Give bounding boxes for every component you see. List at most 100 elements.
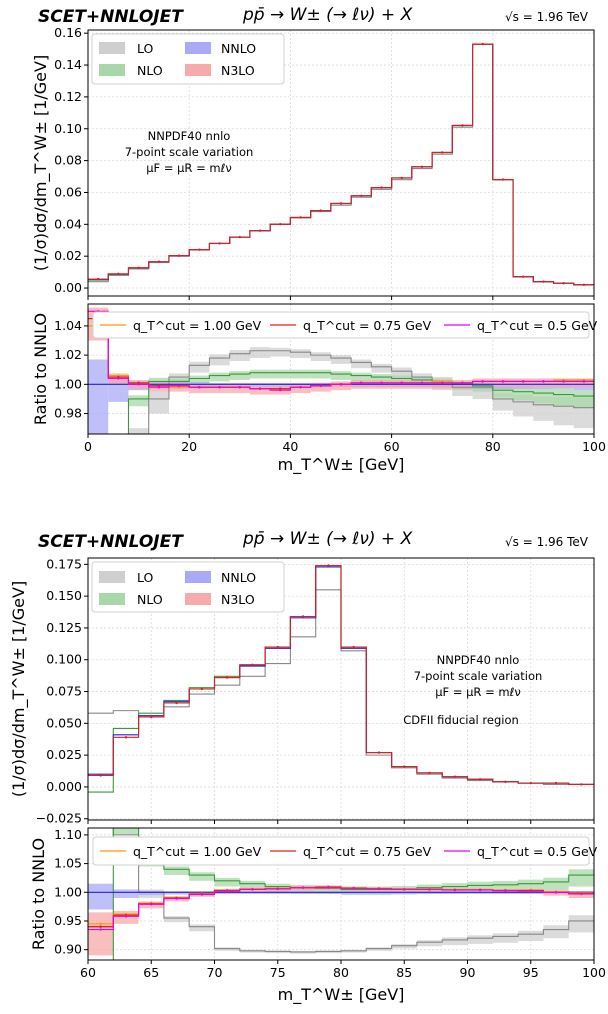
fig2-ratio-band-lo-13 [416,940,443,947]
fig1-ratio-band-lo-8 [249,347,271,359]
fig1-ratio-point-q-t-cut-0-5-gev-8 [258,387,262,390]
fig1-ratio-point-q-t-cut-0-5-gev-18 [461,381,464,385]
fig2-main-point-n3lo-18 [554,781,558,785]
fig1-ratio-band-n3lo-6 [209,384,230,394]
fig2-ratio-band-lo-3 [163,916,190,923]
figure-1-xlabel: m_T^W± [GeV] [278,455,405,475]
fig1-ratio-point-q-t-cut-0-5-gev-4 [177,384,181,387]
figure-2-annotation-mu: μF = μR = mℓν [435,685,521,699]
fig2-ratio-line-lo [88,827,594,953]
fig2-ratio-band-nlo-3 [163,866,190,876]
fig2-ratio-xtick-label-3: 75 [270,965,286,980]
fig2-ratio-band-nlo-18 [543,877,569,891]
fig1-ratio-band-nnlo-0 [88,359,109,434]
fig1-main-ytick-label-4: 0.08 [54,153,82,168]
fig1-ratio-point-q-t-cut-0-5-gev-2 [137,383,140,386]
fig2-ratio-band-lo-17 [518,930,544,942]
figure-2-main-ylabel: (1/σ)dσ/dm_T^W± [1/GeV] [9,581,29,797]
fig2-ratio-line-q-t-cut-0-5-gev [88,887,594,931]
fig2-ratio-band-lo-4 [189,924,215,932]
fig2-ratio-band-nlo-5 [214,877,240,887]
fig2-ratio-point-q-t-cut-0-5-gev-8 [301,886,305,889]
legend-swatch-n3lo [185,64,211,76]
fig1-ratio-point-q-t-cut-0-5-gev-7 [238,386,241,389]
fig1-ratio-point-q-t-cut-0-5-gev-3 [157,386,161,389]
figure-2-ratio-panel: 0.90 0.95 1.00 1.05 1.10 60 65 70 75 80 85 90 95 100 [54,827,606,980]
fig1-ratio-ytick-label-1: 1.00 [54,376,82,391]
fig1-ratio-band-nlo-13 [351,372,372,382]
fig2-ratio-band-lo-16 [492,933,519,943]
figure-2-main-panel: −0.025 0.000 0.025 0.050 0.075 0.100 0.125 0.15… [36,556,595,826]
fig1-ratio-point-q-t-cut-0-5-gev-22 [542,380,545,383]
fig2-main-point-n3lo-6 [251,663,254,667]
fig2-ratio-point-q-t-cut-0-5-gev-3 [175,897,178,900]
fig1-main-point-n3lo-13 [360,194,363,198]
fig1-ratio-point-q-t-cut-0-5-gev-19 [481,380,484,383]
fig1-main-point-n3lo-14 [380,186,383,189]
fig2-ratio-band-nnlo-3 [163,891,190,895]
fig1-ratio-point-q-t-cut-0-5-gev-11 [319,384,322,387]
fig1-ratio-band-nlo-2 [128,395,149,407]
fig1-ratio-point-q-t-cut-0-5-gev-14 [380,381,383,385]
fig2-ratio-xtick-label-1: 65 [143,965,159,980]
fig2-ratio-band-nlo-4 [189,872,215,881]
fig1-main-point-n3lo-0 [96,277,100,281]
fig1-main-point-n3lo-9 [279,222,282,226]
fig1-main-ytick-label-1: 0.02 [54,248,82,263]
fig2-main-ytick-label-7: 0.150 [46,588,82,603]
fig1-ratio-point-q-t-cut-0-5-gev-23 [562,380,565,383]
fig2-main-point-n3lo-19 [580,783,583,786]
figure-1: SCET+NNLOJET pp̄ → W± (→ ℓν) + X √s = 1.… [31,5,606,475]
fig2-main-point-n3lo-14 [453,775,457,778]
fig1-ratio-ytick-label-0: 0.98 [54,406,82,421]
figure-2-ratio-legend-box [92,836,590,866]
fig1-main-ytick-label-0: 0.00 [54,280,82,295]
fig1-ratio-band-lo-11 [310,352,331,361]
fig2-main-point-n3lo-15 [478,778,482,781]
fig2-ratio-xtick-label-5: 85 [396,965,412,980]
fig2-main-point-n3lo-11 [377,751,381,754]
fig1-main-point-n3lo-2 [137,266,140,270]
figure-2-ratio-ylabel: Ratio to NNLO [29,838,48,950]
fig2-ratio-point-q-t-cut-0-5-gev-17 [529,889,532,893]
fig1-ratio-band-n3lo-19 [472,378,493,388]
legend-label-q100-2: q_T^cut = 1.00 GeV [133,844,262,859]
fig2-ratio-point-q-t-cut-0-5-gev-9 [327,886,330,889]
legend-label-q075: q_T^cut = 0.75 GeV [303,318,432,333]
fig2-ratio-point-q-t-cut-0-5-gev-10 [352,887,355,890]
fig2-ratio-point-q-t-cut-0-5-gev-6 [251,888,254,891]
figure-1-annotation-mu: μF = μR = mℓν [146,161,232,175]
fig2-ratio-point-q-t-cut-0-5-gev-1 [124,915,128,918]
fig1-ratio-point-q-t-cut-0-5-gev-1 [117,377,120,380]
fig1-ratio-band-n3lo-20 [492,378,514,388]
fig1-ratio-point-q-t-cut-0-5-gev-12 [339,383,343,386]
fig2-main-point-n3lo-8 [301,615,305,618]
figure-2-title-left: SCET+NNLOJET [38,532,184,552]
legend-swatch-nlo [99,64,125,76]
legend-swatch-lo-2 [99,571,125,583]
fig2-ratio-band-nnlo-1 [113,889,139,899]
fig1-ratio-line-nlo [88,372,594,435]
fig1-ratio-band-n3lo-24 [573,378,594,388]
fig1-ratio-point-q-t-cut-0-5-gev-17 [441,381,444,385]
legend-label-nnlo-2: NNLO [221,570,256,585]
figure-1-ratio-ylabel: Ratio to NNLO [31,313,50,425]
fig1-main-point-n3lo-4 [177,254,181,257]
fig2-ratio-band-nlo-19 [568,869,594,887]
fig1-main-ytick-label-2: 0.04 [54,216,82,231]
fig1-main-point-n3lo-22 [542,280,545,283]
fig2-ratio-point-q-t-cut-0-5-gev-16 [504,889,507,892]
fig1-ratio-band-lo-12 [330,355,352,364]
legend-label-lo: LO [137,41,154,56]
fig1-main-point-n3lo-6 [218,242,221,245]
fig2-ratio-band-nlo-1 [113,828,139,835]
figure-2-annotation-fiducial: CDFII fiducial region [403,713,519,727]
fig2-ratio-point-q-t-cut-0-5-gev-0 [99,928,102,931]
fig2-ratio-xtick-label-8: 100 [582,965,606,980]
fig2-ratio-band-lo-11 [366,947,392,951]
legend-label-n3lo-2: N3LO [221,592,255,607]
legend-label-nnlo: NNLO [221,41,256,56]
fig1-main-point-n3lo-3 [157,260,161,263]
fig1-main-point-n3lo-7 [238,235,241,239]
fig1-ratio-point-q-t-cut-0-5-gev-13 [360,381,363,385]
